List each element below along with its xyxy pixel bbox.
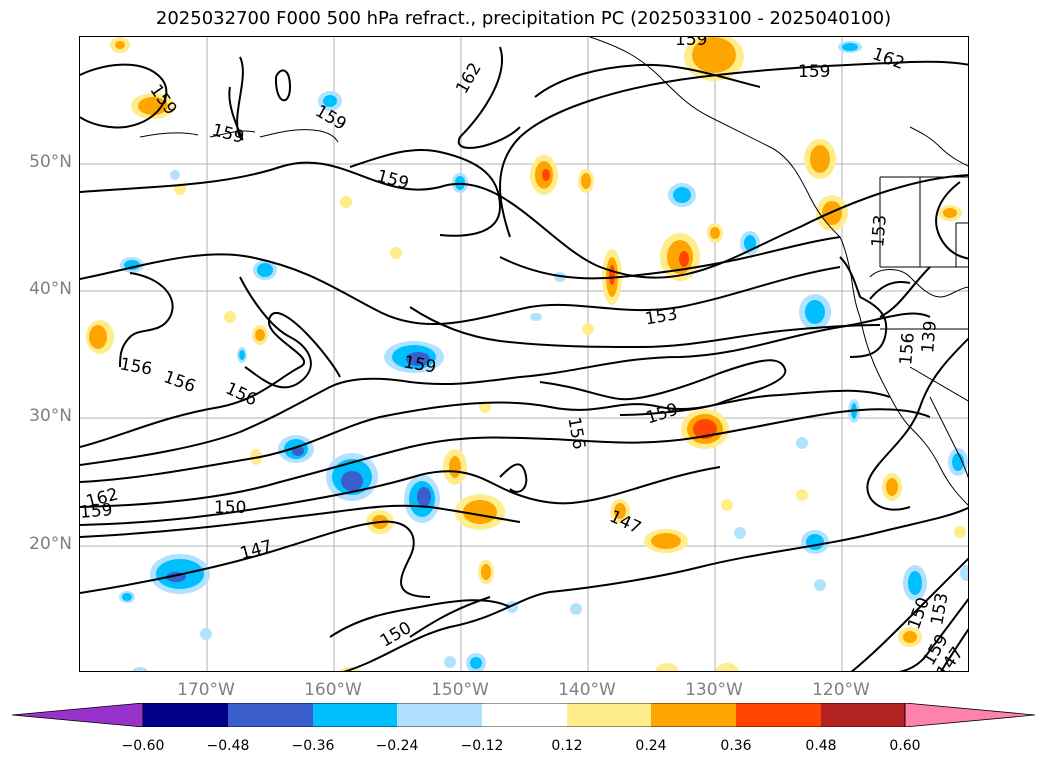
lon-label-170w: 170°W	[177, 680, 235, 700]
lat-label-20n: 20°N	[29, 534, 72, 554]
colorbar-swatch	[651, 703, 736, 727]
contour-label: 156	[161, 367, 198, 397]
contour-label: 159	[80, 500, 113, 523]
colorbar-tick: −0.12	[460, 738, 504, 754]
contour-label: 153	[927, 591, 952, 626]
contour-label: 147	[238, 536, 275, 564]
colorbar-swatch	[143, 703, 228, 727]
lon-label-140w: 140°W	[558, 680, 616, 700]
colorbar-tick: −0.60	[121, 738, 165, 754]
contour-label: 162	[870, 44, 907, 74]
precip-anomaly-patches	[86, 37, 968, 671]
map-title: 2025032700 F000 500 hPa refract., precip…	[155, 8, 892, 29]
colorbar-tick: −0.24	[375, 738, 419, 754]
lat-label-40n: 40°N	[29, 279, 72, 299]
contour-label: 150	[377, 618, 415, 652]
colorbar-swatch	[821, 703, 905, 727]
colorbar-tick: 0.36	[720, 738, 752, 754]
colorbar-swatch	[736, 703, 821, 727]
height-contours	[80, 46, 968, 671]
contour-label: 159	[312, 101, 350, 135]
graticule	[80, 37, 968, 671]
contour-label: 139	[918, 320, 941, 354]
colorbar-swatch	[313, 703, 397, 727]
contour-label: 156	[563, 416, 588, 451]
colorbar-swatch	[482, 703, 567, 727]
colorbar-tick: −0.36	[291, 738, 335, 754]
colorbar-tick: 0.24	[635, 738, 667, 754]
lon-label-150w: 150°W	[431, 680, 489, 700]
colorbar-swatch	[567, 703, 651, 727]
colorbar-tick: 0.60	[889, 738, 921, 754]
colorbar-swatch	[228, 703, 313, 727]
map-canvas: 159 159 159 162 162 159 159 159 153 153 …	[80, 37, 968, 671]
contour-label: 159	[402, 352, 437, 377]
contour-label: 159	[374, 166, 411, 194]
contour-label: 156	[118, 354, 153, 379]
colorbar-swatch	[397, 703, 482, 727]
colorbar	[12, 703, 1035, 727]
contour-label: 153	[644, 304, 679, 329]
lat-label-50n: 50°N	[29, 152, 72, 172]
colorbar-frame	[142, 703, 906, 727]
contour-label: 150	[214, 498, 246, 518]
colorbar-extend-high	[904, 703, 1035, 727]
colorbar-tick: −0.48	[206, 738, 250, 754]
contour-label: 147	[606, 507, 644, 539]
lon-label-160w: 160°W	[304, 680, 362, 700]
lon-label-120w: 120°W	[812, 680, 870, 700]
contour-label: 156	[896, 332, 919, 366]
contour-label: 162	[452, 59, 486, 97]
colorbar-tick: 0.12	[551, 738, 583, 754]
contour-label: 159	[675, 37, 707, 50]
map-panel[interactable]: 159 159 159 162 162 159 159 159 153 153 …	[79, 36, 969, 672]
colorbar-extend-low	[12, 703, 144, 727]
coastline	[139, 37, 968, 506]
contour-label: 153	[868, 214, 891, 248]
contour-label: 159	[210, 120, 247, 148]
lon-label-130w: 130°W	[685, 680, 743, 700]
colorbar-tick: 0.48	[805, 738, 837, 754]
contour-label: 159	[644, 400, 681, 429]
contour-label: 159	[798, 62, 830, 82]
lat-label-30n: 30°N	[29, 406, 72, 426]
